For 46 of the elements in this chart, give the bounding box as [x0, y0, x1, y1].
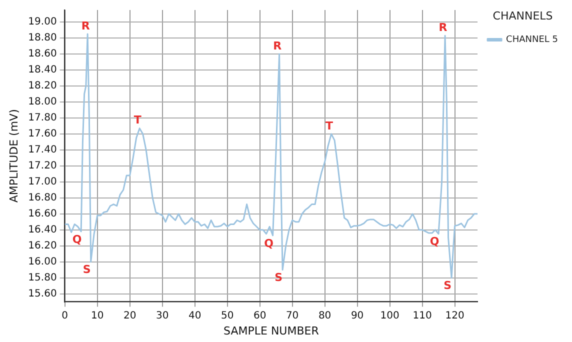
x-tick-label: 20 [123, 310, 136, 322]
x-tick-label: 80 [318, 310, 332, 322]
y-tick-label: 16.60 [28, 208, 57, 220]
annotation: T [134, 114, 142, 127]
x-tick-label: 40 [188, 310, 202, 322]
legend-label: CHANNEL 5 [506, 35, 558, 46]
annotation: T [326, 119, 334, 132]
y-tick-label: 17.80 [28, 112, 57, 124]
x-tick-label: 90 [350, 310, 364, 322]
y-tick-label: 18.40 [28, 64, 57, 76]
annotation: R [81, 19, 90, 32]
y-tick-label: 19.00 [28, 16, 57, 28]
annotation: Q [430, 235, 440, 248]
x-tick-label: 100 [380, 310, 400, 322]
y-tick-label: 15.80 [28, 272, 57, 284]
x-tick-label: 10 [90, 310, 104, 322]
annotation: Q [72, 232, 82, 246]
annotation: R [273, 39, 282, 52]
x-tick-label: 120 [445, 310, 464, 322]
x-tick-label: 110 [412, 310, 432, 322]
annotation: S [444, 279, 452, 292]
annotation: Q [264, 236, 274, 250]
annotation: S [274, 271, 283, 284]
x-axis-title: SAMPLE NUMBER [224, 324, 320, 338]
y-axis-title: AMPLITUDE (mV) [7, 109, 20, 203]
y-tick-label: 17.00 [28, 176, 57, 188]
legend-title: CHANNELS [492, 9, 553, 22]
y-tick-label: 18.60 [28, 48, 57, 60]
x-tick-label: 70 [286, 310, 299, 322]
x-tick-label: 0 [62, 310, 68, 322]
annotation: S [82, 263, 91, 276]
y-tick-label: 17.60 [28, 128, 57, 140]
y-tick-label: 17.40 [28, 144, 57, 156]
y-tick-label: 16.00 [28, 256, 57, 268]
y-tick-label: 17.20 [28, 160, 57, 172]
y-tick-label: 18.80 [28, 32, 57, 44]
y-tick-label: 18.20 [28, 80, 57, 92]
y-tick-label: 16.80 [28, 192, 57, 204]
x-tick-label: 30 [156, 310, 169, 322]
annotation: R [438, 20, 448, 34]
y-tick-label: 15.60 [28, 288, 57, 300]
y-tick-label: 18.00 [28, 96, 57, 108]
x-tick-label: 50 [220, 310, 234, 322]
y-tick-label: 16.20 [28, 240, 57, 252]
x-tick-label: 60 [253, 310, 266, 322]
y-tick-label: 16.40 [28, 224, 57, 236]
